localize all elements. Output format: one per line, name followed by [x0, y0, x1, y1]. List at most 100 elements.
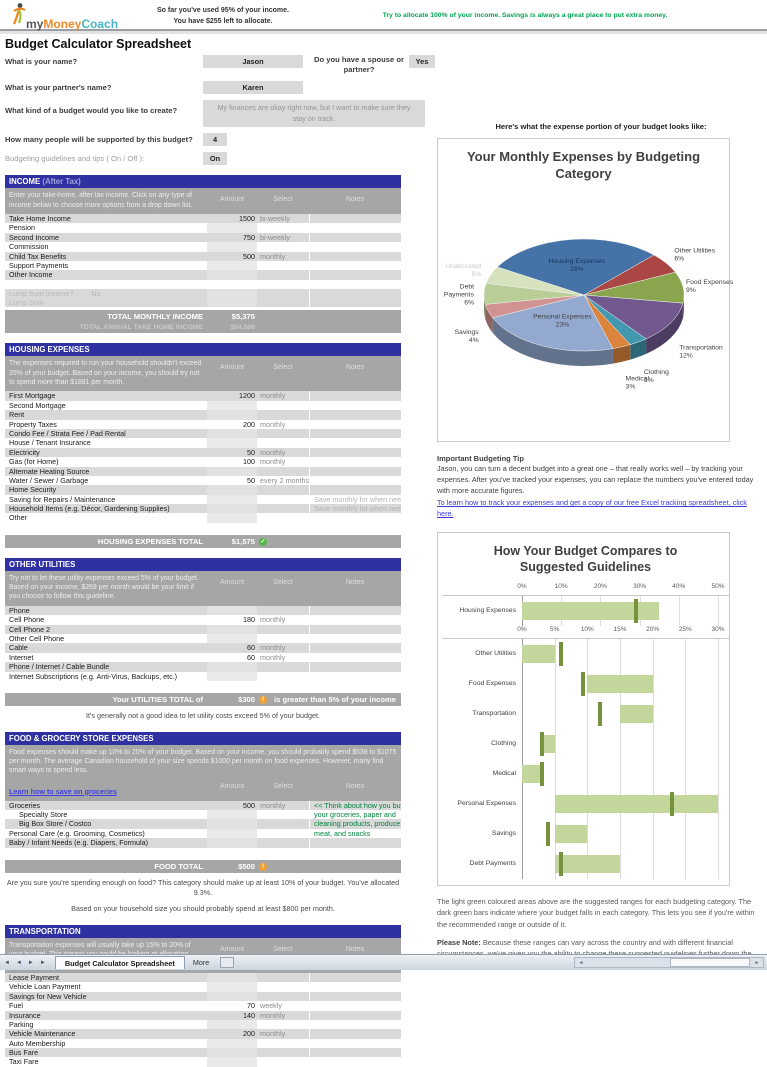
- select-cell[interactable]: monthly: [260, 419, 286, 429]
- table-row[interactable]: Big Box Store / Costco cleaning products,…: [5, 819, 401, 829]
- notes-cell[interactable]: [309, 1038, 401, 1049]
- table-row[interactable]: Specialty Store your groceries, paper and: [5, 810, 401, 820]
- people-input[interactable]: 4: [203, 133, 227, 147]
- amount-cell[interactable]: 60: [247, 643, 255, 653]
- amount-cell[interactable]: 50: [247, 447, 255, 457]
- table-row[interactable]: Second Income 750 bi-weekly: [5, 232, 401, 243]
- scrollbar-thumb[interactable]: [670, 958, 750, 967]
- amount-cell[interactable]: 200: [243, 419, 255, 429]
- select-cell[interactable]: [257, 410, 309, 419]
- amount-cell[interactable]: [207, 298, 257, 308]
- sheet-tab-more[interactable]: More: [192, 958, 210, 967]
- select-cell[interactable]: [257, 634, 309, 643]
- table-row[interactable]: Child Tax Benefits 500 monthly: [5, 251, 401, 261]
- select-cell[interactable]: [257, 992, 309, 1001]
- amount-cell[interactable]: 1200: [239, 391, 255, 401]
- spouse-input[interactable]: Yes: [409, 55, 435, 68]
- table-row[interactable]: Household Items (e.g. Décor, Gardening S…: [5, 504, 401, 514]
- amount-cell[interactable]: 500: [243, 800, 255, 810]
- amount-cell[interactable]: [207, 410, 257, 420]
- select-cell[interactable]: [257, 606, 309, 615]
- select-cell[interactable]: [257, 1020, 309, 1029]
- amount-cell[interactable]: [207, 633, 257, 644]
- notes-cell[interactable]: [309, 213, 401, 224]
- select-cell[interactable]: every 2 months: [260, 475, 309, 485]
- notes-cell[interactable]: Save monthly for when needed: [309, 494, 401, 505]
- table-row[interactable]: Condo Fee / Strata Fee / Pad Rental: [5, 428, 401, 439]
- table-row[interactable]: Personal Care (e.g. Grooming, Cosmetics)…: [5, 828, 401, 839]
- sheet-nav-last-icon[interactable]: ►: [39, 959, 46, 966]
- amount-cell[interactable]: [207, 504, 257, 514]
- notes-cell[interactable]: [309, 652, 401, 663]
- notes-cell[interactable]: [309, 391, 401, 401]
- table-row[interactable]: Phone / Internet / Cable Bundle: [5, 662, 401, 672]
- table-row[interactable]: Parking: [5, 1019, 401, 1030]
- amount-cell[interactable]: 1500: [239, 213, 255, 223]
- amount-cell[interactable]: [207, 438, 257, 448]
- notes-cell[interactable]: [309, 288, 401, 299]
- notes-cell[interactable]: [309, 447, 401, 458]
- notes-cell[interactable]: [309, 466, 401, 476]
- table-row[interactable]: Auto Membership: [5, 1038, 401, 1049]
- notes-cell[interactable]: [309, 513, 401, 523]
- table-row[interactable]: House / Tenant Insurance: [5, 438, 401, 448]
- notes-cell[interactable]: [309, 633, 401, 644]
- table-row[interactable]: Commission: [5, 242, 401, 252]
- notes-cell[interactable]: [309, 251, 401, 261]
- insert-sheet-icon[interactable]: [220, 957, 235, 968]
- table-row[interactable]: Property Taxes 200 monthly: [5, 419, 401, 429]
- amount-cell[interactable]: [207, 810, 257, 820]
- table-row[interactable]: Home Security: [5, 485, 401, 495]
- table-row[interactable]: Internet 60 monthly: [5, 652, 401, 663]
- amount-cell[interactable]: [207, 485, 257, 495]
- select-cell[interactable]: monthly: [260, 643, 286, 653]
- table-row[interactable]: Other: [5, 513, 401, 523]
- select-cell[interactable]: [257, 513, 309, 522]
- select-cell[interactable]: monthly: [260, 652, 286, 662]
- select-cell[interactable]: [257, 625, 309, 634]
- table-row[interactable]: Lump Sum: [5, 298, 401, 308]
- table-row[interactable]: Lease Payment: [5, 972, 401, 983]
- table-row[interactable]: Groceries 500 monthly << Think about how yo…: [5, 800, 401, 811]
- select-cell[interactable]: monthly: [260, 1029, 286, 1039]
- amount-cell[interactable]: [207, 991, 257, 1002]
- table-row[interactable]: Cell Phone 2: [5, 624, 401, 634]
- amount-cell[interactable]: [207, 428, 257, 439]
- select-cell[interactable]: [257, 838, 309, 847]
- partner-input[interactable]: Karen: [203, 80, 303, 94]
- amount-cell[interactable]: [207, 242, 257, 252]
- amount-cell[interactable]: [207, 270, 257, 280]
- scroll-right-icon[interactable]: ►: [754, 960, 760, 966]
- select-cell[interactable]: [257, 829, 309, 838]
- notes-cell[interactable]: [309, 615, 401, 625]
- notes-cell[interactable]: [309, 223, 401, 233]
- table-row[interactable]: Gas (for Home) 100 monthly: [5, 457, 401, 467]
- notes-cell[interactable]: [309, 260, 401, 271]
- amount-cell[interactable]: [207, 982, 257, 992]
- name-input[interactable]: Jason: [203, 55, 303, 68]
- notes-cell[interactable]: cleaning products, produce,: [309, 819, 401, 829]
- select-cell[interactable]: [257, 270, 309, 279]
- notes-cell[interactable]: [309, 1019, 401, 1030]
- amount-cell[interactable]: 140: [243, 1010, 255, 1020]
- amount-cell[interactable]: [207, 1038, 257, 1049]
- amount-cell[interactable]: [207, 288, 257, 299]
- table-row[interactable]: Alternate Heating Source: [5, 466, 401, 476]
- amount-cell[interactable]: 180: [243, 615, 255, 625]
- amount-cell[interactable]: 70: [247, 1001, 255, 1011]
- select-cell[interactable]: [257, 242, 309, 251]
- amount-cell[interactable]: [207, 1048, 257, 1058]
- notes-cell[interactable]: [309, 1010, 401, 1020]
- table-row[interactable]: Cell Phone 180 monthly: [5, 615, 401, 625]
- sheet-tab-active[interactable]: Budget Calculator Spreadsheet: [54, 956, 185, 969]
- notes-cell[interactable]: [309, 419, 401, 429]
- amount-cell[interactable]: [207, 624, 257, 634]
- notes-cell[interactable]: [309, 972, 401, 983]
- amount-cell[interactable]: [207, 513, 257, 523]
- amount-cell[interactable]: [207, 828, 257, 839]
- notes-cell[interactable]: [309, 624, 401, 634]
- select-cell[interactable]: [257, 819, 309, 828]
- select-cell[interactable]: [257, 289, 309, 298]
- select-cell[interactable]: [257, 495, 309, 504]
- table-row[interactable]: Fuel 70 weekly: [5, 1001, 401, 1011]
